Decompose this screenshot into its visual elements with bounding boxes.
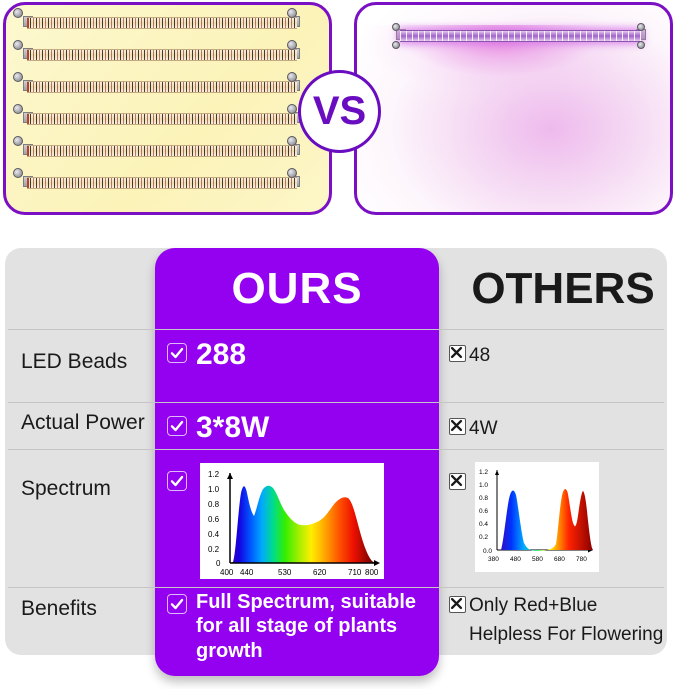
svg-text:0.6: 0.6 [479, 508, 488, 515]
svg-text:480: 480 [510, 556, 521, 563]
svg-text:0.8: 0.8 [208, 500, 220, 509]
svg-text:1.0: 1.0 [208, 485, 220, 494]
svg-text:1.0: 1.0 [479, 482, 488, 489]
svg-text:0.2: 0.2 [208, 545, 220, 554]
svg-text:800: 800 [365, 568, 379, 577]
svg-text:440: 440 [240, 568, 254, 577]
svg-text:620: 620 [313, 568, 327, 577]
svg-text:530: 530 [278, 568, 292, 577]
svg-text:0.0: 0.0 [483, 548, 492, 555]
svg-text:0.4: 0.4 [479, 521, 488, 528]
svg-text:0.4: 0.4 [208, 530, 220, 539]
svg-text:710: 710 [348, 568, 362, 577]
svg-text:0.2: 0.2 [479, 534, 488, 541]
svg-text:0.8: 0.8 [479, 495, 488, 502]
svg-text:680: 680 [554, 556, 565, 563]
svg-text:580: 580 [532, 556, 543, 563]
svg-text:1.2: 1.2 [479, 469, 488, 476]
svg-text:0.6: 0.6 [208, 515, 220, 524]
svg-text:400: 400 [220, 568, 234, 577]
svg-text:380: 380 [488, 556, 499, 563]
svg-text:780: 780 [576, 556, 587, 563]
svg-text:1.2: 1.2 [208, 470, 220, 479]
svg-text:0: 0 [216, 559, 221, 568]
